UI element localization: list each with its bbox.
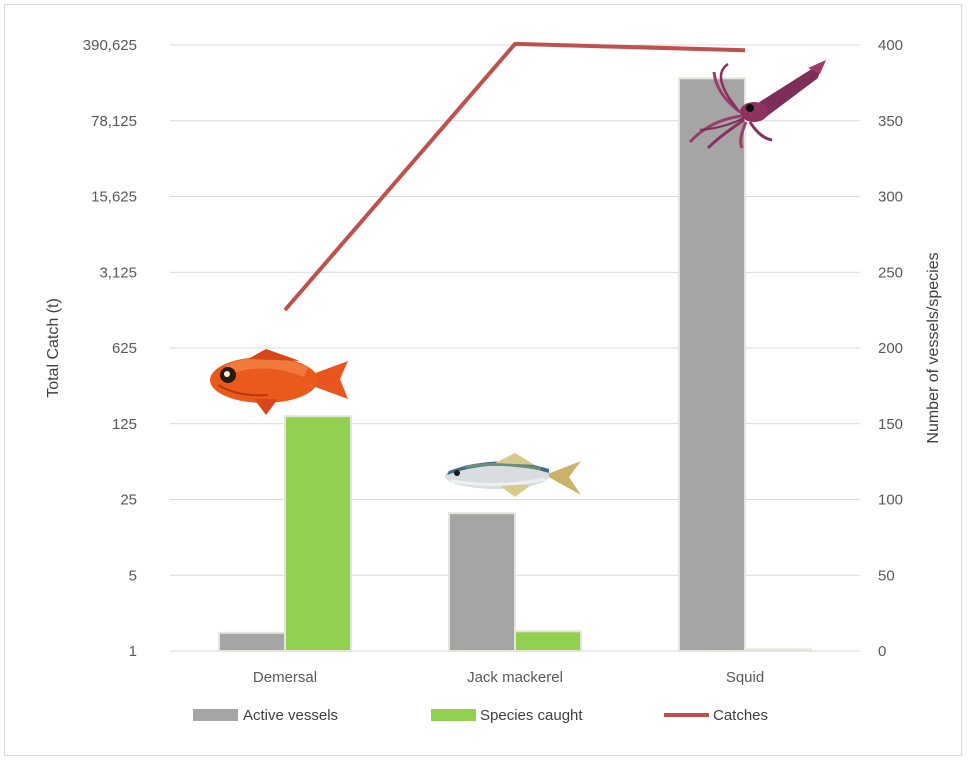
legend-label-catches: Catches (713, 707, 768, 724)
legend-swatch-active-vessels (193, 709, 238, 721)
legend: Active vessels Species caught Catches (193, 707, 768, 724)
bar-species-caught (514, 630, 582, 652)
squid-icon (688, 60, 826, 150)
right-tick-label: 300 (878, 189, 903, 206)
bar-active-vessels (678, 77, 746, 652)
jack-mackerel-fish-icon (445, 453, 581, 497)
right-tick-label: 50 (878, 567, 895, 584)
right-tick-label: 350 (878, 113, 903, 130)
bars (218, 77, 812, 653)
left-tick-label: 5 (129, 567, 137, 584)
right-tick-label: 200 (878, 340, 903, 357)
bar-species-caught (744, 648, 812, 652)
catches-line-group (283, 41, 746, 312)
right-axis-title: Number of vessels/species (925, 252, 942, 443)
bar-active-vessels (218, 631, 286, 653)
right-tick-label: 0 (878, 643, 886, 660)
right-axis-ticks: 0 50 100 150 200 250 300 350 400 (878, 37, 903, 660)
left-axis-ticks: 1 5 25 125 625 3,125 15,625 78,125 390,625 (83, 37, 137, 660)
left-tick-label: 390,625 (83, 37, 137, 54)
right-tick-label: 250 (878, 264, 903, 281)
left-tick-label: 25 (120, 492, 137, 509)
right-tick-label: 150 (878, 416, 903, 433)
left-tick-label: 3,125 (99, 264, 137, 281)
catches-line (283, 41, 746, 312)
category-label: Demersal (253, 669, 317, 686)
legend-swatch-species-caught (431, 709, 476, 721)
legend-swatch-catches (664, 713, 709, 717)
left-tick-label: 125 (112, 416, 137, 433)
left-tick-label: 78,125 (91, 113, 137, 130)
category-label: Squid (726, 669, 764, 686)
category-label: Jack mackerel (467, 669, 563, 686)
bar-species-caught (284, 415, 352, 652)
bar-active-vessels (448, 512, 516, 653)
left-tick-label: 1 (129, 643, 137, 660)
left-axis-title: Total Catch (t) (45, 298, 62, 398)
orange-roughy-fish-icon (210, 349, 348, 415)
legend-label-active-vessels: Active vessels (243, 707, 338, 724)
right-tick-label: 100 (878, 492, 903, 509)
left-tick-label: 625 (112, 340, 137, 357)
legend-label-species-caught: Species caught (480, 707, 583, 724)
left-tick-label: 15,625 (91, 189, 137, 206)
right-tick-label: 400 (878, 37, 903, 54)
category-ticks: Demersal Jack mackerel Squid (253, 669, 764, 686)
